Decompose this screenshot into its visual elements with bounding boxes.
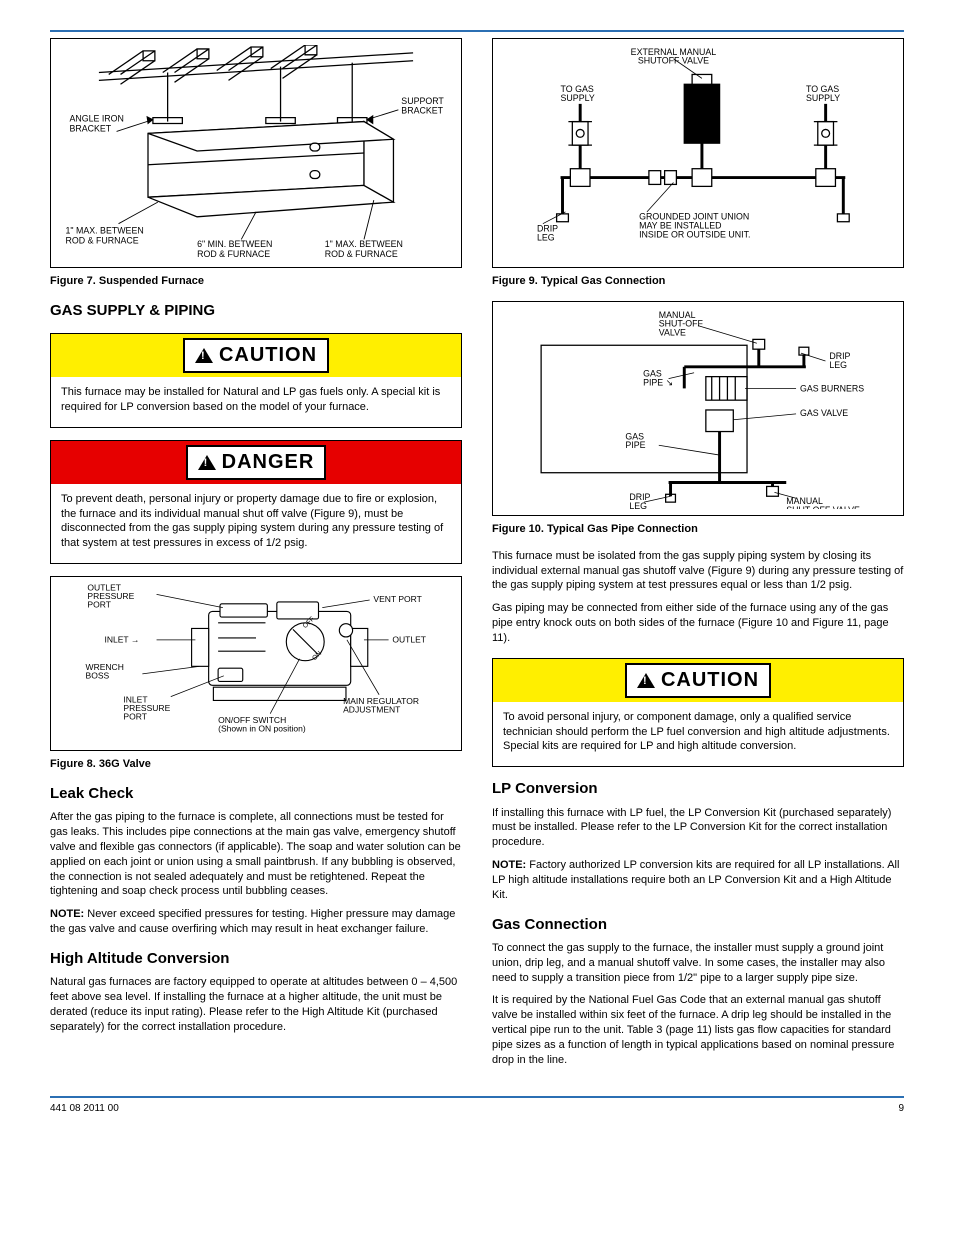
danger-text-1: To prevent death, personal injury or pro… <box>51 484 461 563</box>
fig9-drip: DRIPLEG <box>537 224 558 243</box>
fig8-outlet: OUTLET <box>392 635 426 645</box>
fig10-mvalve-b: MANUALSHUT-OFF VALVE <box>786 496 860 509</box>
caution-text-2: To avoid personal injury, or component d… <box>493 702 903 767</box>
figure-9: EXTERNAL MANUALSHUTOFF VALVE TO GASSUPPL… <box>492 38 904 268</box>
leak-paragraph: After the gas piping to the furnace is c… <box>50 810 462 899</box>
gc-p2: It is required by the National Fuel Gas … <box>492 993 904 1067</box>
fig8-vent: VENT PORT <box>373 594 421 604</box>
caution-label-2: CAUTION <box>625 663 771 698</box>
leak-note-text: Never exceed specified pressures for tes… <box>50 908 455 935</box>
fig8-outlet-pp: OUTLETPRESSUREPORT <box>87 583 134 610</box>
danger-label-1: DANGER <box>186 445 327 480</box>
highalt-title: High Altitude Conversion <box>50 949 462 969</box>
fig7-maxright-label: 1" MAX. BETWEENROD & FURNACE <box>325 239 403 259</box>
fig9-extvalve: EXTERNAL MANUALSHUTOFF VALVE <box>631 47 717 66</box>
fig8-reg: MAIN REGULATORADJUSTMENT <box>343 696 419 715</box>
fig10-mvalve-t: MANUALSHUT-OFFVALVE <box>659 310 704 338</box>
leak-note: NOTE: Never exceed specified pressures f… <box>50 907 462 937</box>
lp-note-text: Factory authorized LP conversion kits ar… <box>492 859 899 901</box>
two-columns: ANGLE IRONBRACKET SUPPORTBRACKET 1" MAX.… <box>50 38 904 1076</box>
fig8-wrench: WRENCHBOSS <box>86 662 124 681</box>
right-p2: Gas piping may be connected from either … <box>492 601 904 646</box>
lp-title: LP Conversion <box>492 779 904 799</box>
danger-banner-1: DANGER <box>51 441 461 484</box>
highalt-paragraph: Natural gas furnaces are factory equippe… <box>50 975 462 1034</box>
caution-box-2: CAUTION To avoid personal injury, or com… <box>492 658 904 768</box>
right-column: EXTERNAL MANUALSHUTOFF VALVE TO GASSUPPL… <box>492 38 904 1076</box>
caution-banner-1: CAUTION <box>51 334 461 377</box>
caution-box-1: CAUTION This furnace may be installed fo… <box>50 333 462 428</box>
top-rule <box>50 30 904 32</box>
figure-9-caption: Figure 9. Typical Gas Connection <box>492 274 904 289</box>
figure-7-svg: ANGLE IRONBRACKET SUPPORTBRACKET 1" MAX.… <box>57 45 455 261</box>
figure-8-caption: Figure 8. 36G Valve <box>50 757 462 772</box>
fig10-gvalve: GAS VALVE <box>800 408 848 418</box>
figure-10: MANUALSHUT-OFFVALVE DRIPLEG GASPIPE ↘ GA… <box>492 301 904 516</box>
caution-banner-2: CAUTION <box>493 659 903 702</box>
footer-right: 9 <box>898 1102 904 1116</box>
fig10-drip-b: DRIPLEG <box>629 492 650 509</box>
fig8-inlet: INLET → <box>104 635 139 645</box>
figure-8-svg: OFF ON OUTLETPRESSUREPORT INLET → WRENCH… <box>57 583 455 744</box>
fig8-switch: ON/OFF SWITCH(Shown in ON position) <box>218 715 306 734</box>
lp-paragraph: If installing this furnace with LP fuel,… <box>492 806 904 851</box>
page: ANGLE IRONBRACKET SUPPORTBRACKET 1" MAX.… <box>0 0 954 1155</box>
danger-box-1: DANGER To prevent death, personal injury… <box>50 440 462 564</box>
fig7-angle-label: ANGLE IRONBRACKET <box>69 114 123 134</box>
fig9-togas-r: TO GASSUPPLY <box>806 84 840 103</box>
figure-7-caption: Figure 7. Suspended Furnace <box>50 274 462 289</box>
fig10-drip-t: DRIPLEG <box>829 351 850 370</box>
footer-left: 441 08 2011 00 <box>50 1102 119 1116</box>
fig8-inlet-pp: INLETPRESSUREPORT <box>123 694 170 721</box>
gas-supply-title: GAS SUPPLY & PIPING <box>50 301 462 321</box>
fig7-support-label: SUPPORTBRACKET <box>401 96 444 116</box>
fig7-min-label: 6" MIN. BETWEENROD & FURNACE <box>197 239 272 259</box>
figure-10-caption: Figure 10. Typical Gas Pipe Connection <box>492 522 904 537</box>
fig9-togas-l: TO GASSUPPLY <box>561 84 595 103</box>
warning-icon <box>195 348 213 363</box>
figure-7: ANGLE IRONBRACKET SUPPORTBRACKET 1" MAX.… <box>50 38 462 268</box>
leak-title: Leak Check <box>50 784 462 804</box>
left-column: ANGLE IRONBRACKET SUPPORTBRACKET 1" MAX.… <box>50 38 462 1076</box>
fig10-gpipe-b: GASPIPE <box>625 431 645 450</box>
figure-8: OFF ON OUTLETPRESSUREPORT INLET → WRENCH… <box>50 576 462 751</box>
warning-icon <box>637 673 655 688</box>
gc-title: Gas Connection <box>492 915 904 935</box>
warning-icon <box>198 455 216 470</box>
gc-p1: To connect the gas supply to the furnace… <box>492 941 904 986</box>
fig10-burners: GAS BURNERS <box>800 383 864 393</box>
fig10-gpipe-t: GASPIPE ↘ <box>643 368 673 387</box>
fig9-union: GROUNDED JOINT UNIONMAY BE INSTALLEDINSI… <box>639 212 750 240</box>
right-p1: This furnace must be isolated from the g… <box>492 549 904 594</box>
lp-note: NOTE: Factory authorized LP conversion k… <box>492 858 904 903</box>
figure-10-svg: MANUALSHUT-OFFVALVE DRIPLEG GASPIPE ↘ GA… <box>499 308 897 509</box>
fig7-maxleft-label: 1" MAX. BETWEENROD & FURNACE <box>66 226 144 246</box>
figure-9-svg: EXTERNAL MANUALSHUTOFF VALVE TO GASSUPPL… <box>499 45 897 261</box>
caution-label-1: CAUTION <box>183 338 329 373</box>
caution-text-1: This furnace may be installed for Natura… <box>51 377 461 427</box>
footer: 441 08 2011 00 9 <box>50 1098 904 1116</box>
